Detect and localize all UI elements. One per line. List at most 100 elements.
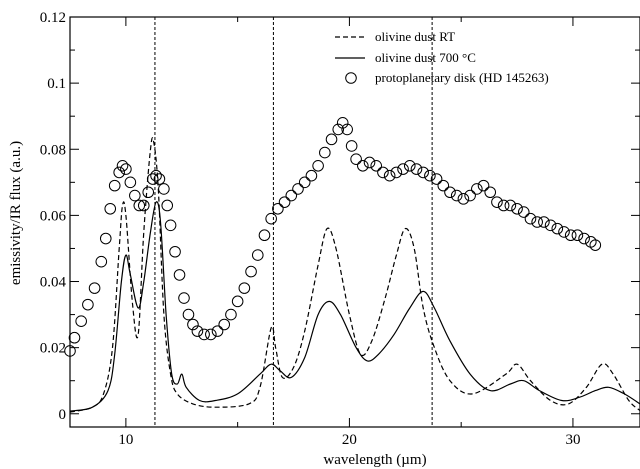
data-point [99, 232, 112, 245]
data-point [305, 169, 318, 182]
data-point [484, 186, 497, 199]
data-point [161, 199, 174, 212]
data-point [517, 206, 530, 218]
data-point [410, 163, 423, 175]
data-point [142, 186, 155, 199]
data-point [524, 212, 537, 225]
data-point [164, 219, 177, 232]
data-point [491, 196, 503, 208]
data-point [292, 183, 304, 195]
plot-area: 10 20 30 0 0.02 0.04 0.06 0.08 0.1 0.12 [40, 10, 640, 448]
y-tick-label: 0.02 [40, 341, 66, 357]
data-point [544, 219, 557, 232]
data-point [312, 159, 324, 172]
data-point [531, 216, 543, 228]
series-olivine-700c-line [69, 201, 640, 412]
data-point [158, 183, 170, 195]
data-point [471, 183, 483, 195]
x-tick-label: 10 [118, 432, 133, 448]
data-point [191, 325, 204, 337]
data-point [187, 318, 199, 331]
data-point [231, 295, 244, 308]
data-point [424, 169, 436, 182]
x-tick-label: 30 [565, 432, 580, 448]
data-point [383, 169, 396, 182]
data-point [104, 202, 117, 215]
data-point [75, 315, 87, 327]
data-point [124, 176, 137, 189]
data-point [120, 163, 132, 175]
data-point [345, 140, 358, 152]
data-point [82, 298, 94, 311]
data-point [571, 229, 584, 242]
legend-label: olivine dust RT [375, 29, 455, 44]
data-point [551, 222, 564, 235]
data-point [403, 159, 416, 172]
data-point [108, 179, 121, 192]
data-point [511, 202, 523, 215]
x-axis-label: wavelength (µm) [323, 452, 426, 468]
data-point [464, 189, 476, 202]
data-point [397, 163, 409, 175]
data-point [218, 318, 231, 331]
data-point [444, 186, 456, 199]
y-tick-label: 0 [59, 407, 67, 423]
data-point [538, 216, 550, 228]
data-point [437, 179, 450, 192]
data-point [363, 156, 376, 169]
data-point [497, 199, 510, 212]
data-point [133, 199, 146, 212]
y-tick-label: 0.12 [40, 10, 66, 26]
y-tick-label: 0.06 [40, 208, 67, 224]
series-hd145263-markers [64, 117, 602, 357]
data-point [377, 166, 389, 179]
legend-marker [345, 72, 357, 84]
data-point [68, 331, 81, 344]
data-point [182, 308, 195, 321]
legend-label: olivine dust 700 °C [375, 50, 476, 65]
data-point [137, 199, 150, 212]
y-axis-label: emissivity/IR flux (a.u.) [8, 141, 24, 285]
legend-label: protoplanetary disk (HD 145263) [375, 70, 549, 85]
data-point [558, 226, 570, 238]
data-point [150, 169, 162, 182]
data-point [477, 179, 490, 192]
y-tick-label: 0.1 [47, 76, 66, 92]
data-point [88, 282, 101, 294]
data-point [319, 146, 331, 159]
data-point [450, 189, 463, 202]
data-point [272, 202, 284, 215]
data-point [173, 269, 186, 281]
data-point [370, 159, 383, 172]
x-tick-label: 20 [342, 432, 357, 448]
data-point [350, 153, 362, 165]
data-point [589, 239, 602, 251]
data-point [430, 173, 443, 185]
legend: olivine dust RT olivine dust 700 °C protop… [335, 29, 549, 85]
data-point [153, 173, 166, 185]
data-point [357, 159, 369, 172]
data-point [578, 232, 590, 245]
data-point [332, 123, 345, 136]
data-point [64, 345, 76, 357]
data-point [146, 173, 159, 185]
data-point [504, 199, 517, 212]
data-point [169, 245, 181, 258]
data-point [113, 166, 125, 179]
data-point [178, 292, 190, 304]
data-point [198, 328, 210, 341]
data-point [265, 212, 277, 225]
series-olivine-rt-line [69, 137, 640, 413]
data-point [205, 328, 217, 341]
data-point [225, 308, 237, 321]
data-point [341, 123, 353, 136]
data-point [238, 282, 251, 294]
data-point [336, 117, 349, 129]
data-point [278, 196, 291, 208]
data-point [417, 166, 429, 179]
data-point [211, 325, 224, 337]
data-point [390, 166, 403, 179]
data-point [258, 229, 271, 242]
data-point [298, 176, 311, 189]
